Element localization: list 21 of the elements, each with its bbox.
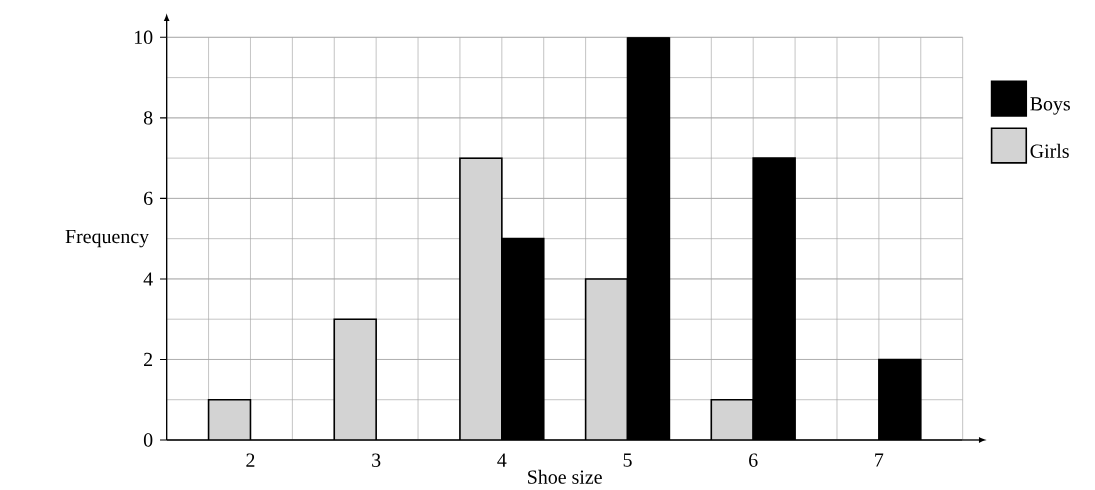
legend-label: Girls — [1030, 143, 1069, 158]
y-tick-label: 0 — [143, 433, 153, 447]
x-axis-title: Shoe size — [528, 469, 602, 484]
x-tick-label: 3 — [372, 453, 381, 467]
x-tick-label: 5 — [623, 453, 632, 467]
y-tick-label: 6 — [144, 191, 153, 205]
y-tick-label: 8 — [143, 110, 153, 125]
y-tick-label: 10 — [134, 30, 153, 44]
x-tick-label: 4 — [497, 453, 507, 467]
y-axis-title: Frequency — [65, 229, 150, 248]
y-tick-label: 4 — [143, 272, 153, 286]
bar — [459, 157, 502, 440]
bar — [710, 398, 754, 440]
bar — [585, 278, 628, 440]
y-tick-label: 2 — [144, 352, 153, 366]
bar — [208, 399, 251, 440]
x-tick-label: 2 — [246, 453, 255, 467]
x-tick-label: 7 — [875, 453, 884, 467]
x-tick-label: 6 — [749, 453, 758, 467]
legend-label: Boys — [1030, 97, 1070, 115]
bar — [334, 318, 377, 440]
